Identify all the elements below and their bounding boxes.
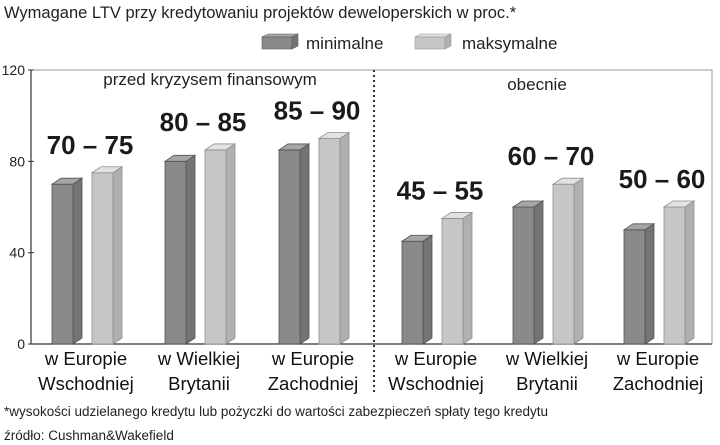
bar-max-g1-c0-side [462, 211, 473, 345]
bar-max-g0-c2-top [317, 132, 351, 139]
bar-min-g1-c2-front [623, 229, 646, 345]
category-label-line2: Zachodniej [613, 373, 704, 394]
category-label-line2: Brytanii [168, 373, 230, 394]
bar-max-g1-c2 [662, 200, 696, 345]
bar-min-g0-c1 [163, 154, 197, 345]
bar-max-g0-c2 [317, 131, 351, 345]
bar-max-g1-c0 [440, 211, 474, 345]
bar-max-g0-c1-side [225, 143, 236, 345]
category-label-line1: w Europie [44, 348, 127, 369]
bar-min-g1-c1-side [533, 200, 544, 345]
bar-max-g0-c1 [203, 143, 237, 345]
y-tick-label: 0 [17, 336, 25, 352]
bar-max-g0-c0 [90, 166, 124, 345]
bar-min-g1-c1-front [512, 206, 535, 345]
legend-item-min: minimalne [261, 33, 383, 53]
bar-min-g0-c2-side [299, 143, 310, 345]
legend-item-max: maksymalne [414, 33, 557, 53]
bar-max-g0-c1-front [204, 149, 227, 345]
legend-swatch-front [414, 36, 446, 50]
bar-min-g0-c0-front [51, 183, 74, 345]
bar-max-g0-c1-top [203, 143, 237, 151]
bar-min-g1-c0-front [401, 240, 424, 345]
y-tick-label: 80 [9, 153, 25, 169]
chart-title: Wymagane LTV przy kredytowaniu projektów… [4, 4, 517, 22]
category-label-line1: w Wielkiej [157, 348, 240, 369]
category-label-line1: w Europie [271, 348, 354, 369]
bar-max-g1-c2-side [684, 200, 695, 345]
bar-min-g1-c2-top [622, 223, 656, 231]
category-label-line1: w Wielkiej [505, 348, 588, 369]
plot-frame [30, 69, 713, 392]
bar-max-g0-c0-top [90, 166, 124, 174]
legend-swatch-side [291, 33, 299, 50]
range-label: 85 – 90 [274, 96, 361, 126]
bar-max-g0-c2-front [318, 138, 341, 345]
legend-label-max: maksymalne [462, 34, 557, 53]
legend-swatch-min [261, 33, 299, 50]
range-label: 45 – 55 [397, 175, 484, 205]
range-label: 80 – 85 [160, 107, 247, 137]
bar-max-g1-c1-top [551, 177, 585, 185]
legend-label-min: minimalne [306, 34, 383, 53]
bar-max-g1-c0-front [441, 218, 464, 345]
bar-max-g0-c0-front [91, 172, 114, 345]
bar-min-g0-c1-top [163, 154, 197, 162]
category-label-line1: w Europie [394, 348, 477, 369]
bar-min-g1-c0-top [400, 234, 434, 242]
range-label: 70 – 75 [47, 130, 134, 160]
source-note: źródło: Cushman&Wakefield [4, 428, 174, 443]
category-label-line2: Wschodniej [38, 373, 134, 394]
bar-max-g1-c1-side [573, 177, 584, 345]
legend-swatch-max [414, 33, 452, 50]
axes [30, 70, 712, 345]
bar-max-g1-c1 [551, 177, 585, 345]
legend-swatch-side [444, 33, 452, 50]
category-label-line2: Zachodniej [268, 373, 359, 394]
bar-min-g0-c1-side [185, 154, 196, 345]
bar-min-g0-c1-front [164, 160, 187, 345]
bar-min-g1-c2 [622, 223, 656, 345]
legend-swatch-front [261, 36, 293, 50]
category-label-line2: Wschodniej [388, 373, 484, 394]
bar-min-g1-c2-side [644, 223, 655, 345]
category-labels: w Europie Wschodniej w Wielkiej Brytanii w E… [38, 348, 703, 394]
bar-min-g1-c0 [400, 234, 434, 345]
bar-max-g1-c2-front [663, 206, 686, 345]
legend: minimalne maksymalne [261, 33, 557, 53]
bar-max-g0-c0-side [112, 166, 123, 345]
range-label: 50 – 60 [619, 164, 706, 194]
bar-min-g0-c0-side [72, 177, 83, 345]
bar-min-g0-c2-top [277, 143, 311, 151]
y-axis-ticks: 0 40 80 120 [2, 62, 34, 352]
bar-max-g1-c0-top [440, 212, 474, 219]
category-label-line2: Brytanii [516, 373, 578, 394]
plot-border [31, 69, 713, 344]
bar-min-g0-c0 [50, 177, 84, 345]
period-label-now: obecnie [507, 75, 567, 94]
bar-max-g1-c2-top [662, 200, 696, 208]
bar-max-g0-c2-side [339, 131, 350, 345]
bar-min-g0-c0-top [50, 177, 84, 185]
bar-min-g1-c0-side [422, 234, 433, 345]
range-label: 60 – 70 [508, 141, 595, 171]
bar-max-g1-c1-front [552, 183, 575, 345]
bar-min-g0-c2 [277, 143, 311, 345]
range-labels: 70 – 75 80 – 85 85 – 90 45 – 55 60 – 70 50 – … [47, 96, 706, 206]
bar-min-g1-c1-top [511, 200, 545, 208]
bar-min-g0-c2-front [278, 149, 301, 345]
y-tick-label: 40 [9, 245, 25, 261]
period-label-before-crisis: przed kryzysem finansowym [103, 70, 317, 89]
footnote: *wysokości udzielanego kredytu lub pożyc… [4, 404, 548, 419]
category-label-line1: w Europie [616, 348, 699, 369]
bar-min-g1-c1 [511, 200, 545, 345]
bars [50, 131, 696, 345]
y-tick-label: 120 [2, 62, 26, 78]
